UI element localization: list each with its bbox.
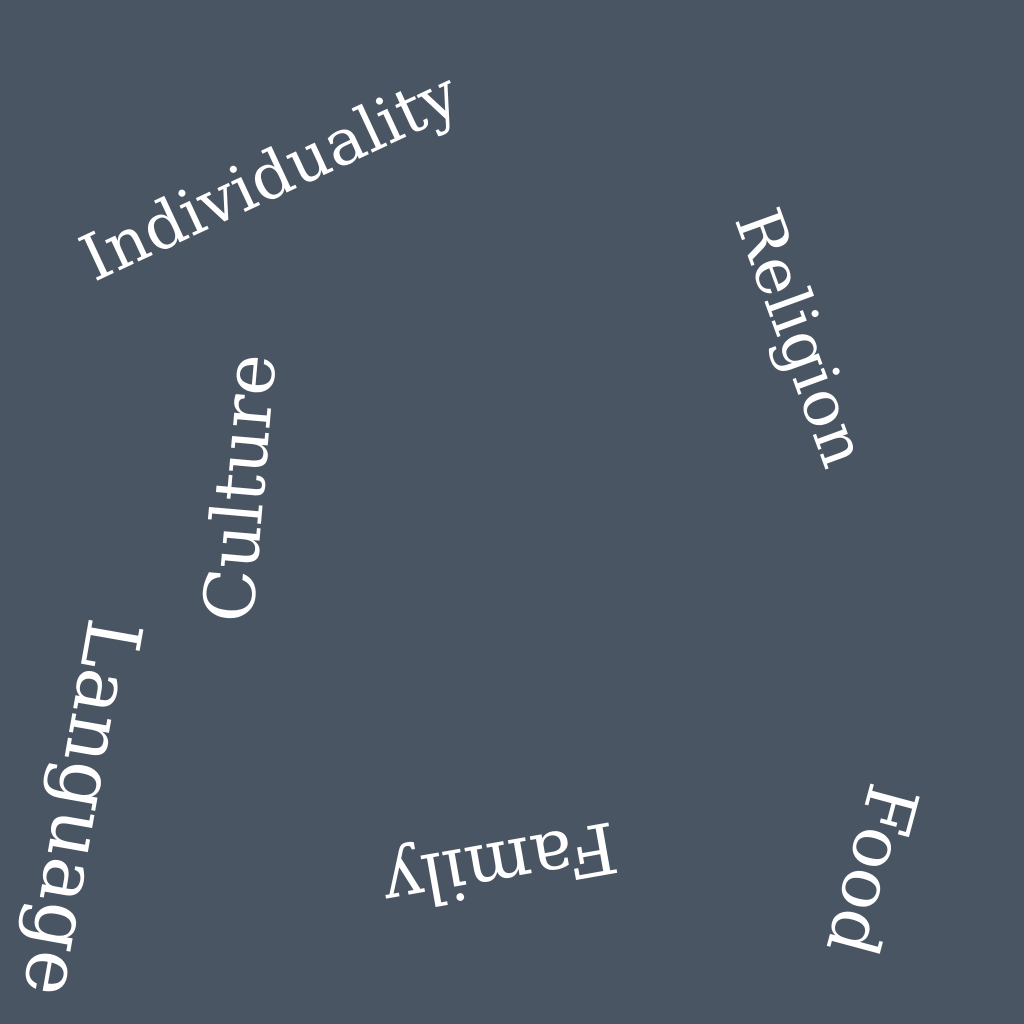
- word-individuality: Individuality: [69, 57, 471, 297]
- word-family: Family: [376, 805, 624, 927]
- word-religion: Religion: [719, 199, 881, 477]
- word-culture: Culture: [187, 350, 293, 626]
- word-language: Language: [5, 612, 160, 1004]
- word-food: Food: [809, 775, 935, 965]
